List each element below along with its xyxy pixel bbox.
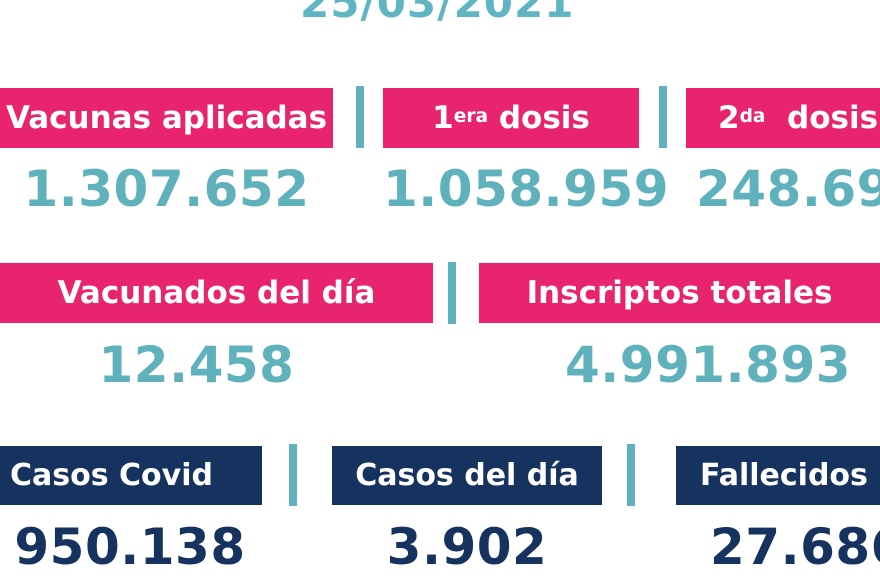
inscriptos-label: Inscriptos totales [479,263,880,323]
divider [448,262,456,324]
primera-dosis-label: 1 era dosis [383,88,639,148]
divider [356,86,364,148]
casos-dia-value: 3.902 [386,518,548,576]
segunda-dosis-label: 2 da dosis [686,88,880,148]
casos-covid-value: 950.138 [14,518,246,576]
report-date: 25/03/2021 [300,0,575,27]
primera-dosis-value: 1.058.959 [383,160,670,218]
segunda-dosis-label-text: dosis [765,100,879,136]
divider [659,86,667,148]
vacunas-aplicadas-label: Vacunas aplicadas [0,88,333,148]
vacunas-aplicadas-value: 1.307.652 [23,160,310,218]
primera-dosis-label-num: 1 [432,100,454,136]
vacunados-dia-value: 12.458 [98,336,295,394]
segunda-dosis-label-sup: da [739,105,766,127]
casos-dia-label: Casos del día [332,446,602,505]
primera-dosis-label-sup: era [453,105,489,127]
vacunados-dia-label: Vacunados del día [0,263,433,323]
casos-covid-label: Casos Covid [0,446,262,505]
fallecidos-label: Fallecidos [676,446,880,505]
inscriptos-value: 4.991.893 [565,336,852,394]
segunda-dosis-label-num: 2 [718,100,740,136]
divider [289,444,297,506]
segunda-dosis-value: 248.693 [696,160,880,218]
fallecidos-value: 27.686 [710,518,880,576]
primera-dosis-label-text: dosis [488,100,590,136]
divider [627,444,635,506]
